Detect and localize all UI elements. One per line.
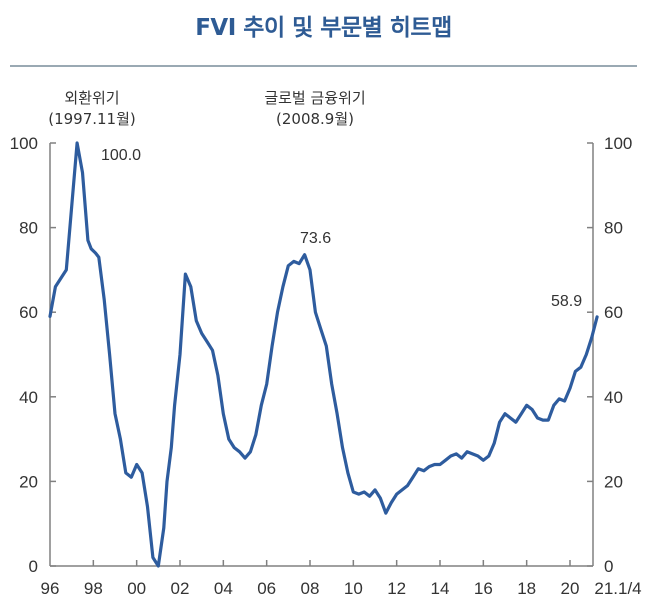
right-y-tick-label: 60 — [604, 303, 623, 322]
title-divider — [10, 65, 637, 67]
annotation-gfc: 글로벌 금융위기 (2008.9월) — [264, 89, 365, 128]
left-y-tick-label: 60 — [19, 303, 38, 322]
latest-label-2021: 58.9 — [551, 293, 582, 310]
annotation-fx-crisis: 외환위기 (1997.11월) — [48, 89, 136, 128]
left-y-tick-label: 20 — [19, 472, 38, 491]
x-tick-label: 08 — [301, 579, 320, 598]
left-y-tick-label: 80 — [19, 219, 38, 238]
right-y-tick-label: 40 — [604, 388, 623, 407]
right-y-tick-label: 0 — [604, 557, 613, 576]
annotation-fx-crisis-date: (1997.11월) — [48, 110, 136, 128]
x-tick-label: 96 — [41, 579, 60, 598]
x-tick-label: 20 — [561, 579, 580, 598]
x-tick-label: 21.1/4 — [594, 579, 641, 598]
axes — [49, 142, 594, 567]
x-tick-label: 18 — [517, 579, 536, 598]
left-y-tick-label: 0 — [29, 557, 38, 576]
peak-label-1997: 100.0 — [101, 147, 141, 164]
right-y-tick-label: 80 — [604, 219, 623, 238]
peak-label-2008: 73.6 — [300, 230, 331, 247]
page-title: FVI 추이 및 부문별 히트맵 — [195, 15, 452, 41]
x-tick-label: 02 — [171, 579, 190, 598]
x-tick-label: 00 — [127, 579, 146, 598]
left-y-tick-label: 40 — [19, 388, 38, 407]
x-tick-label: 06 — [257, 579, 276, 598]
x-tick-label: 12 — [387, 579, 406, 598]
x-tick-label: 98 — [84, 579, 103, 598]
annotation-gfc-title: 글로벌 금융위기 — [264, 89, 365, 107]
x-tick-label: 10 — [344, 579, 363, 598]
annotation-fx-crisis-title: 외환위기 — [64, 89, 119, 107]
x-tick-label: 14 — [431, 579, 450, 598]
right-y-tick-label: 100 — [604, 134, 632, 153]
right-y-tick-label: 20 — [604, 472, 623, 491]
x-tick-label: 16 — [474, 579, 493, 598]
fvi-series-line — [48, 141, 599, 568]
annotation-gfc-date: (2008.9월) — [276, 110, 354, 128]
x-tick-label: 04 — [214, 579, 233, 598]
left-y-tick-label: 100 — [10, 134, 38, 153]
